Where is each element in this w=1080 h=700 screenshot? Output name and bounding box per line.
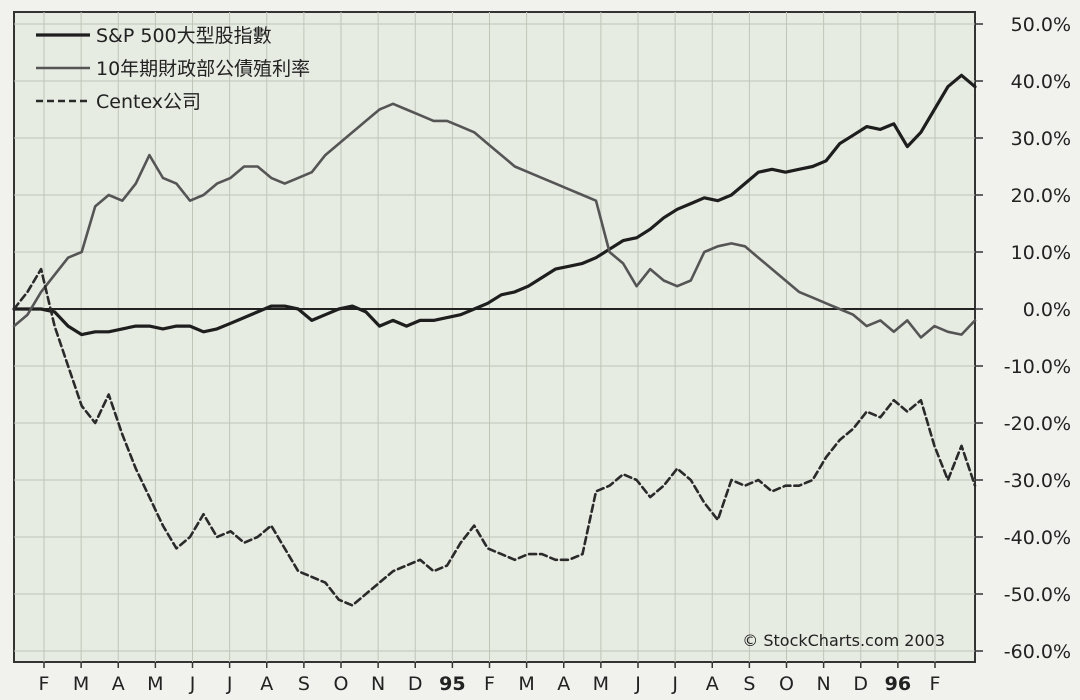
x-tick-label: J [671, 673, 678, 695]
y-tick-label: 20.0% [1011, 185, 1071, 207]
plot-area [13, 11, 976, 663]
y-tick-label: 0.0% [1023, 299, 1071, 321]
y-tick-label: -40.0% [1004, 527, 1071, 549]
y-axis-ticks: 50.0% 40.0% 30.0% 20.0% 10.0% 0.0% -10.0% -20.0… [975, 14, 1071, 663]
legend-label-2: 10年期財政部公債殖利率 [96, 58, 310, 80]
x-tick-label: J [189, 673, 196, 695]
x-tick-label: M [147, 673, 163, 695]
x-tick-label: A [260, 673, 273, 695]
x-tick-label: J [226, 673, 233, 695]
legend-label-3: Centex公司 [96, 91, 201, 113]
legend: S&P 500大型股指數 10年期財政部公債殖利率 Centex公司 [36, 25, 310, 113]
y-tick-label: -60.0% [1004, 641, 1071, 663]
x-tick-label: 96 [885, 673, 911, 695]
series-line-3 [12, 267, 977, 607]
x-tick-label: O [334, 673, 349, 695]
y-tick-label: -30.0% [1004, 470, 1071, 492]
y-tick-label: 30.0% [1011, 128, 1071, 150]
x-tick-label: D [408, 673, 423, 695]
y-tick-label: 40.0% [1011, 71, 1071, 93]
x-tick-label: F [484, 673, 495, 695]
y-tick-label: -10.0% [1004, 356, 1071, 378]
x-tick-label: M [73, 673, 89, 695]
y-tick-label: 10.0% [1011, 242, 1071, 264]
x-tick-label: F [39, 673, 50, 695]
series-line-2 [12, 102, 977, 339]
y-tick-label: 50.0% [1011, 14, 1071, 36]
x-tick-label: F [930, 673, 941, 695]
x-tick-label: A [706, 673, 719, 695]
x-tick-label: N [371, 673, 385, 695]
x-tick-label: A [557, 673, 570, 695]
series-line-1 [12, 73, 977, 337]
x-tick-label: J [634, 673, 641, 695]
y-tick-label: -50.0% [1004, 584, 1071, 606]
x-tick-label: S [298, 673, 310, 695]
copyright-text: © StockCharts.com 2003 [742, 631, 945, 650]
x-tick-label: N [817, 673, 831, 695]
x-tick-label: D [853, 673, 868, 695]
x-tick-label: M [518, 673, 534, 695]
y-tick-label: -20.0% [1004, 413, 1071, 435]
x-tick-label: M [593, 673, 609, 695]
series-layer [12, 73, 977, 607]
x-axis-ticks: F M A M J J A S O N D 95 F M A M J J A S O N D 96 F [39, 662, 941, 695]
x-tick-label: S [743, 673, 755, 695]
x-tick-label: A [112, 673, 125, 695]
legend-label-1: S&P 500大型股指數 [96, 25, 272, 47]
x-tick-label: O [779, 673, 794, 695]
x-tick-label: 95 [439, 673, 465, 695]
